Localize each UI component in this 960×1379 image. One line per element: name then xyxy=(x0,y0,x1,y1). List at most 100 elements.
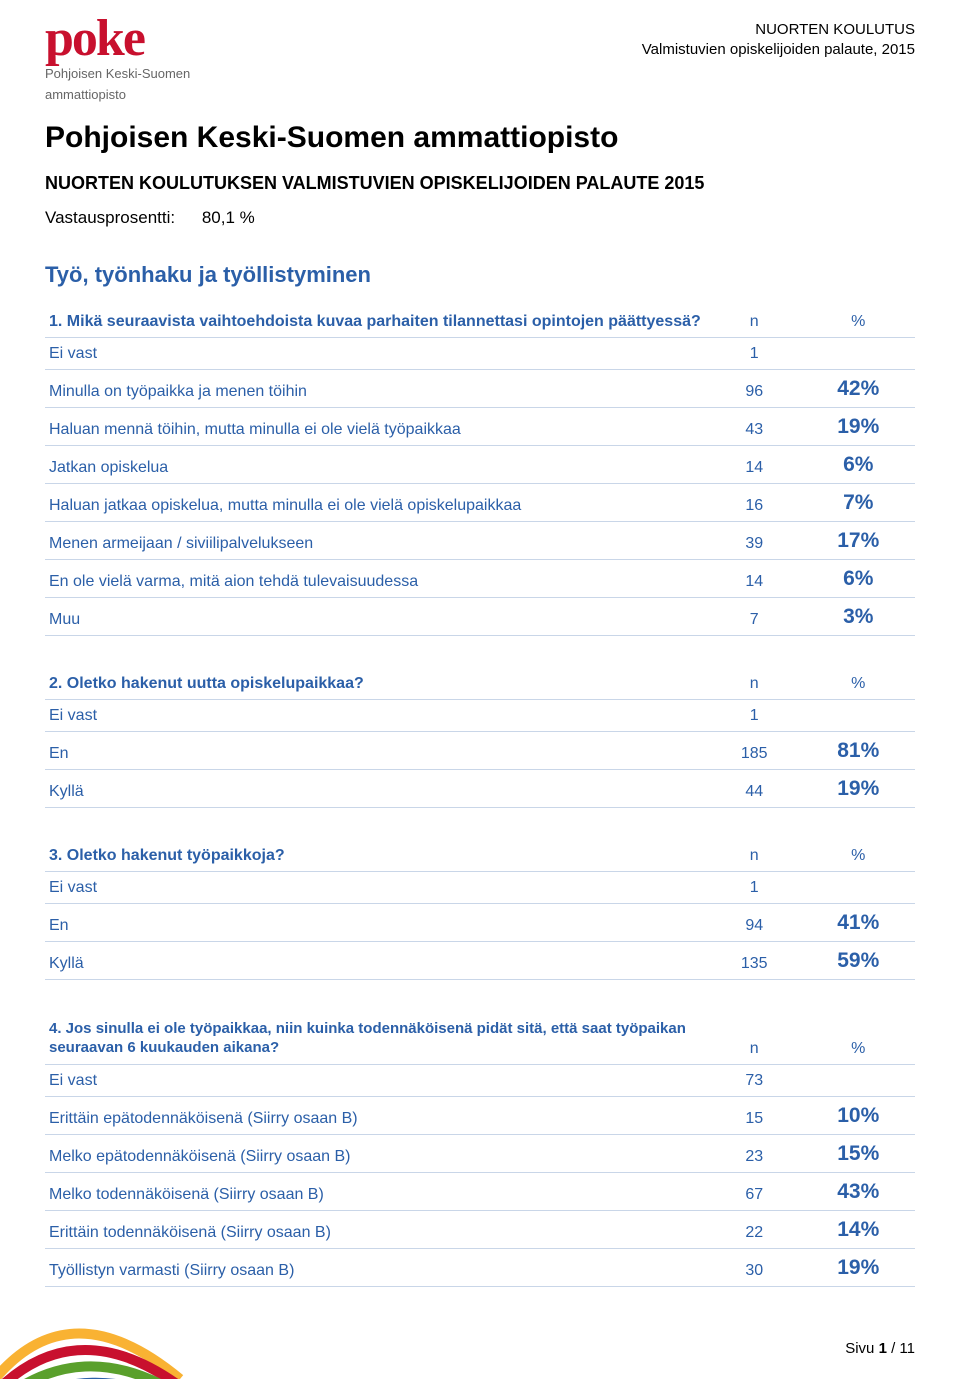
page-number: Sivu 1 / 11 xyxy=(845,1340,915,1357)
row-pct: 15% xyxy=(802,1134,915,1172)
table-row: Ei vast1 xyxy=(45,871,915,903)
header-line-2: Valmistuvien opiskelijoiden palaute, 201… xyxy=(642,40,915,60)
page-title: Pohjoisen Keski-Suomen ammattiopisto xyxy=(45,121,915,155)
logo: poke Pohjoisen Keski-Suomen ammattiopist… xyxy=(45,18,255,103)
row-pct: 59% xyxy=(802,941,915,979)
question-1-table: 1. Mikä seuraavista vaihtoehdoista kuvaa… xyxy=(45,306,915,636)
row-pct: 43% xyxy=(802,1172,915,1210)
page: poke Pohjoisen Keski-Suomen ammattiopist… xyxy=(0,0,960,1379)
q2-body: Ei vast1En18581%Kyllä4419% xyxy=(45,699,915,807)
pct-header: % xyxy=(802,1012,915,1065)
table-row: Menen armeijaan / siviilipalvelukseen391… xyxy=(45,521,915,559)
question-2-table: 2. Oletko hakenut uutta opiskelupaikkaa?… xyxy=(45,668,915,808)
row-pct xyxy=(802,1064,915,1096)
row-pct: 81% xyxy=(802,731,915,769)
row-label: Ei vast xyxy=(45,1064,707,1096)
q3-title: 3. Oletko hakenut työpaikkoja? xyxy=(45,840,707,872)
row-pct: 19% xyxy=(802,407,915,445)
header: poke Pohjoisen Keski-Suomen ammattiopist… xyxy=(45,18,915,103)
table-row: En9441% xyxy=(45,903,915,941)
logo-subtitle-1: Pohjoisen Keski-Suomen xyxy=(45,66,255,82)
pct-header: % xyxy=(802,306,915,338)
row-label: En ole vielä varma, mitä aion tehdä tule… xyxy=(45,559,707,597)
page-label: Sivu xyxy=(845,1340,874,1357)
header-line-1: NUORTEN KOULUTUS xyxy=(642,20,915,40)
question-3-table: 3. Oletko hakenut työpaikkoja? n % Ei va… xyxy=(45,840,915,980)
row-n: 1 xyxy=(707,337,802,369)
q1-title: 1. Mikä seuraavista vaihtoehdoista kuvaa… xyxy=(45,306,707,338)
section-heading: Työ, työnhaku ja työllistyminen xyxy=(45,262,915,288)
n-header: n xyxy=(707,840,802,872)
row-label: Minulla on työpaikka ja menen töihin xyxy=(45,369,707,407)
page-sep: / xyxy=(887,1340,900,1357)
row-pct: 41% xyxy=(802,903,915,941)
table-row: Kyllä4419% xyxy=(45,769,915,807)
pct-header: % xyxy=(802,668,915,700)
row-pct: 6% xyxy=(802,445,915,483)
response-rate-value: 80,1 % xyxy=(202,208,255,228)
row-label: Ei vast xyxy=(45,699,707,731)
table-row: Jatkan opiskelua146% xyxy=(45,445,915,483)
row-label: Erittäin epätodennäköisenä (Siirry osaan… xyxy=(45,1096,707,1134)
header-right: NUORTEN KOULUTUS Valmistuvien opiskelijo… xyxy=(642,18,915,61)
logo-subtitle-2: ammattiopisto xyxy=(45,87,255,103)
table-row: Erittäin epätodennäköisenä (Siirry osaan… xyxy=(45,1096,915,1134)
table-row: Ei vast73 xyxy=(45,1064,915,1096)
row-pct: 3% xyxy=(802,597,915,635)
row-label: En xyxy=(45,731,707,769)
row-label: Menen armeijaan / siviilipalvelukseen xyxy=(45,521,707,559)
row-n: 16 xyxy=(707,483,802,521)
row-label: Ei vast xyxy=(45,871,707,903)
row-n: 96 xyxy=(707,369,802,407)
row-pct: 7% xyxy=(802,483,915,521)
row-n: 185 xyxy=(707,731,802,769)
n-header: n xyxy=(707,1012,802,1065)
table-row: Erittäin todennäköisenä (Siirry osaan B)… xyxy=(45,1210,915,1248)
row-label: Kyllä xyxy=(45,941,707,979)
row-n: 43 xyxy=(707,407,802,445)
table-row: Ei vast1 xyxy=(45,337,915,369)
page-current: 1 xyxy=(879,1340,887,1357)
table-row: En18581% xyxy=(45,731,915,769)
response-rate: Vastausprosentti: 80,1 % xyxy=(45,208,915,228)
row-n: 14 xyxy=(707,445,802,483)
row-label: En xyxy=(45,903,707,941)
row-n: 39 xyxy=(707,521,802,559)
row-pct: 19% xyxy=(802,1248,915,1286)
row-label: Jatkan opiskelua xyxy=(45,445,707,483)
row-label: Haluan mennä töihin, mutta minulla ei ol… xyxy=(45,407,707,445)
response-rate-label: Vastausprosentti: xyxy=(45,208,175,227)
row-label: Ei vast xyxy=(45,337,707,369)
q1-body: Ei vast1Minulla on työpaikka ja menen tö… xyxy=(45,337,915,635)
row-n: 67 xyxy=(707,1172,802,1210)
pct-header: % xyxy=(802,840,915,872)
table-row: Kyllä13559% xyxy=(45,941,915,979)
subtitle: NUORTEN KOULUTUKSEN VALMISTUVIEN OPISKEL… xyxy=(45,173,915,194)
row-pct xyxy=(802,871,915,903)
question-4-table: 4. Jos sinulla ei ole työpaikkaa, niin k… xyxy=(45,1012,915,1287)
row-n: 14 xyxy=(707,559,802,597)
row-label: Työllistyn varmasti (Siirry osaan B) xyxy=(45,1248,707,1286)
row-pct: 19% xyxy=(802,769,915,807)
row-pct: 6% xyxy=(802,559,915,597)
table-row: Haluan mennä töihin, mutta minulla ei ol… xyxy=(45,407,915,445)
row-pct xyxy=(802,699,915,731)
row-label: Erittäin todennäköisenä (Siirry osaan B) xyxy=(45,1210,707,1248)
page-total: 11 xyxy=(899,1340,915,1357)
row-pct xyxy=(802,337,915,369)
table-row: Melko todennäköisenä (Siirry osaan B)674… xyxy=(45,1172,915,1210)
table-row: Ei vast1 xyxy=(45,699,915,731)
table-row: Muu73% xyxy=(45,597,915,635)
row-n: 23 xyxy=(707,1134,802,1172)
row-n: 30 xyxy=(707,1248,802,1286)
q3-body: Ei vast1En9441%Kyllä13559% xyxy=(45,871,915,979)
row-label: Kyllä xyxy=(45,769,707,807)
row-n: 94 xyxy=(707,903,802,941)
q4-title: 4. Jos sinulla ei ole työpaikkaa, niin k… xyxy=(45,1012,707,1065)
table-row: Haluan jatkaa opiskelua, mutta minulla e… xyxy=(45,483,915,521)
row-pct: 10% xyxy=(802,1096,915,1134)
row-n: 22 xyxy=(707,1210,802,1248)
n-header: n xyxy=(707,668,802,700)
row-pct: 42% xyxy=(802,369,915,407)
row-n: 1 xyxy=(707,699,802,731)
